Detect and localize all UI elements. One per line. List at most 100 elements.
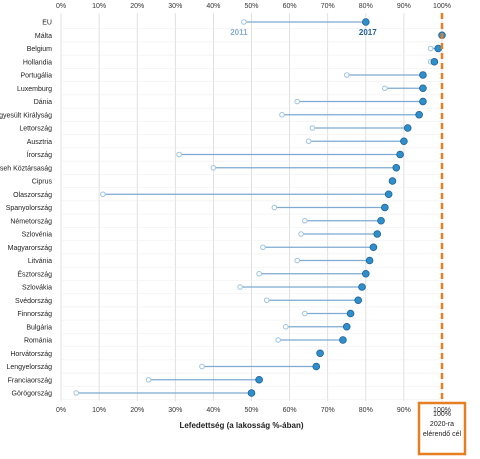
point-2017 — [403, 124, 412, 132]
point-2011 — [241, 19, 247, 25]
x-tick-label-top: 90% — [397, 3, 411, 10]
point-2011 — [427, 45, 434, 52]
point-2017 — [339, 336, 347, 344]
chart-row: Litvánia — [28, 256, 442, 268]
x-tick-label-top: 10% — [92, 3, 106, 10]
chart-row: Ciprus — [32, 177, 442, 188]
point-2017 — [255, 375, 263, 384]
category-label: Ciprus — [32, 179, 53, 186]
point-2017 — [419, 71, 427, 79]
category-label: Bulgária — [26, 324, 52, 331]
chart-row: Horvátország — [10, 349, 442, 361]
x-tick-label-bottom: 0% — [56, 407, 66, 414]
category-label: Dánia — [34, 99, 52, 106]
point-2011 — [100, 191, 106, 198]
x-axis-title: Lefedettség (a lakosság %-ában) — [179, 421, 303, 430]
legend-2011: 2011 — [230, 28, 248, 37]
category-label: Cseh Köztársaság — [0, 165, 52, 172]
chart-row: Szlovákia — [22, 283, 442, 294]
data-rows: EU Málta Belgium Hollandia Portugália Luxembu… — [0, 18, 446, 400]
category-label: Magyarország — [8, 245, 52, 252]
category-label: Finnország — [17, 311, 52, 318]
chart-row: Románia — [24, 336, 442, 347]
category-label: Horvátország — [10, 351, 52, 358]
legend-2017: 2017 — [359, 28, 377, 37]
point-2011 — [271, 204, 278, 211]
x-tick-label-bottom: 40% — [206, 407, 220, 414]
chart-row: EU — [42, 18, 442, 29]
point-2011 — [145, 376, 152, 383]
x-axis-bottom-ticks: 0% 10% 20% 30% 40% 50% 60% 70% 80% 90% 100% — [56, 407, 451, 414]
x-tick-label-bottom: 60% — [283, 407, 297, 414]
point-2011 — [199, 363, 205, 370]
x-tick-label-bottom: 30% — [168, 407, 182, 414]
chart-row: Szlovénia — [22, 230, 442, 241]
chart-row: Luxemburg — [17, 84, 442, 96]
chart-row: Írország — [27, 150, 442, 162]
x-tick-label-bottom: 100% — [433, 407, 451, 414]
point-2011 — [282, 323, 289, 330]
chart-row: Portugália — [20, 71, 442, 82]
target-label-goal: elérendő cél — [423, 431, 462, 438]
point-2017 — [354, 296, 362, 305]
point-2017 — [434, 44, 442, 53]
chart-row: Egyesült Királyság — [0, 110, 442, 122]
category-label: Egyesült Királyság — [0, 112, 52, 119]
point-2017 — [381, 203, 389, 212]
point-2017 — [358, 283, 366, 291]
category-label: Litvánia — [28, 258, 52, 265]
point-2011 — [275, 337, 281, 343]
category-label: Írország — [27, 150, 52, 159]
x-tick-label-bottom: 80% — [359, 407, 373, 414]
category-label: EU — [42, 20, 52, 27]
category-label: Lettország — [19, 126, 52, 133]
point-2017 — [342, 322, 351, 331]
x-tick-label-top: 80% — [359, 3, 373, 10]
point-2011 — [294, 257, 301, 264]
point-2011 — [73, 390, 80, 396]
point-2011 — [305, 138, 312, 145]
point-2011 — [343, 72, 350, 78]
point-2017 — [392, 163, 401, 172]
x-tick-label-top: 20% — [130, 3, 144, 10]
point-2011 — [302, 310, 308, 317]
point-2017 — [369, 243, 378, 252]
point-2017 — [415, 110, 423, 119]
category-label: Hollandia — [23, 59, 52, 66]
point-2017 — [396, 150, 404, 159]
category-label: Észtország — [17, 269, 52, 278]
chart-row: Lettország — [19, 124, 442, 135]
point-2017 — [430, 57, 439, 66]
point-2017 — [388, 177, 397, 185]
point-2017 — [384, 190, 393, 199]
target-label-year: 2020-ra — [430, 421, 454, 428]
category-label: Svédország — [15, 298, 52, 305]
point-2011 — [176, 151, 182, 158]
point-2017 — [373, 230, 382, 238]
category-label: Ausztria — [27, 139, 52, 146]
point-2011 — [256, 270, 262, 277]
x-tick-label-top: 60% — [283, 3, 297, 10]
chart-row: Hollandia — [23, 57, 442, 69]
category-label: Szlovénia — [22, 232, 52, 239]
point-2011 — [302, 217, 308, 224]
point-2011 — [263, 297, 270, 304]
chart-row: Németország — [10, 216, 442, 228]
point-2011 — [260, 244, 266, 251]
category-label: Luxemburg — [17, 86, 52, 93]
chart-row: Spanyolország — [6, 203, 442, 215]
point-2011 — [309, 125, 316, 131]
x-tick-label-bottom: 10% — [92, 407, 106, 414]
point-2017 — [419, 84, 427, 93]
point-2017 — [312, 362, 321, 371]
category-label: Belgium — [27, 46, 52, 53]
x-tick-label-bottom: 70% — [321, 407, 335, 414]
point-2011 — [210, 164, 217, 171]
point-2011 — [279, 111, 285, 118]
x-tick-label-bottom: 90% — [397, 407, 411, 414]
point-2011 — [237, 284, 243, 290]
chart-row: Magyarország — [8, 243, 442, 255]
category-label: Olaszország — [13, 192, 52, 199]
chart-row: Olaszország — [13, 190, 442, 202]
chart-row: Bulgária — [26, 322, 442, 334]
